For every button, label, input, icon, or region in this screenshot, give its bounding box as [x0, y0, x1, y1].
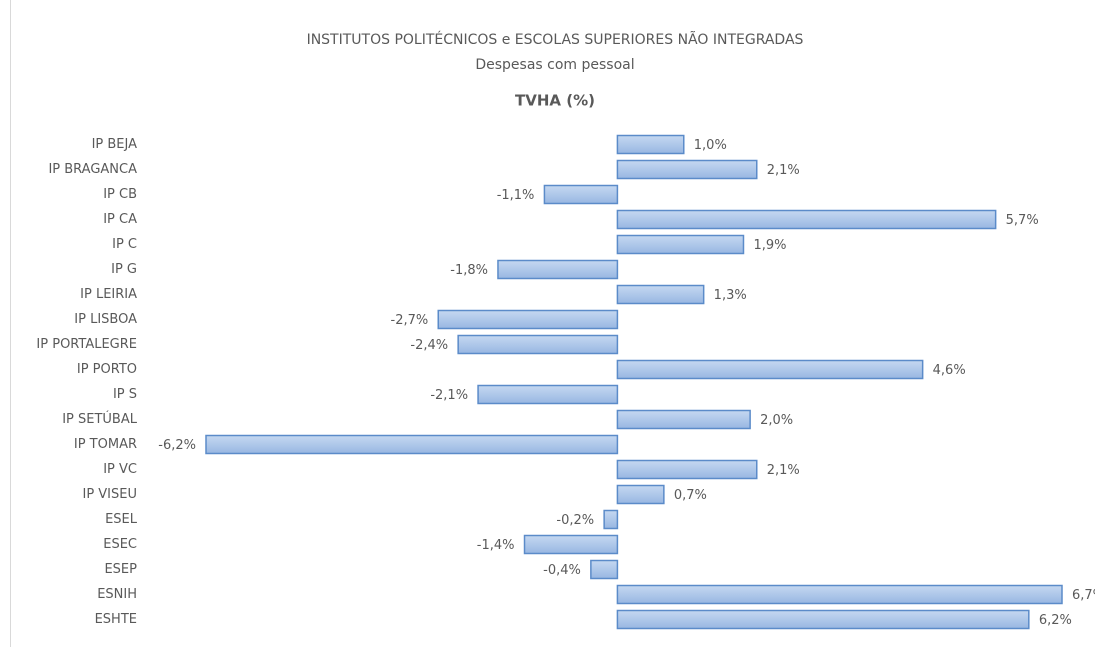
chart-frame [10, 0, 11, 647]
category-label: IP C [112, 237, 137, 252]
value-label: 2,1% [767, 163, 800, 178]
measure-title: TVHA (%) [515, 92, 595, 110]
category-label: IP TOMAR [74, 437, 137, 452]
value-label: -2,4% [410, 338, 448, 353]
value-label: 0,7% [674, 488, 707, 503]
bar [603, 509, 619, 530]
bar [616, 234, 745, 255]
category-label: IP BEJA [92, 137, 138, 152]
value-label: 5,7% [1006, 213, 1039, 228]
value-label: -6,2% [158, 438, 196, 453]
value-label: 1,0% [694, 138, 727, 153]
bar [205, 434, 619, 455]
value-label: 2,0% [760, 413, 793, 428]
bar [616, 609, 1030, 630]
bar [616, 209, 997, 230]
value-label: -1,1% [497, 188, 535, 203]
value-label: 6,7% [1072, 588, 1095, 603]
bar [616, 134, 685, 155]
bar [616, 484, 665, 505]
category-label: IP VISEU [82, 487, 137, 502]
bar [477, 384, 619, 405]
category-label: ESEC [103, 537, 137, 552]
value-label: 6,2% [1039, 613, 1072, 628]
bar [523, 534, 619, 555]
value-label: -2,1% [430, 388, 468, 403]
category-label: ESEL [105, 512, 138, 527]
bar [543, 184, 619, 205]
category-label: IP PORTALEGRE [36, 337, 137, 352]
value-label: -0,4% [543, 563, 581, 578]
category-label: ESHTE [95, 612, 137, 627]
bar [616, 409, 751, 430]
value-label: -2,7% [391, 313, 429, 328]
bar [497, 259, 619, 280]
category-label: IP LEIRIA [80, 287, 137, 302]
category-label: IP G [111, 262, 137, 277]
category-label: ESEP [104, 562, 137, 577]
bar [616, 284, 705, 305]
bar [457, 334, 619, 355]
category-label: IP CB [103, 187, 137, 202]
category-label: IP S [113, 387, 137, 402]
category-label: ESNIH [97, 587, 137, 602]
value-label: -1,4% [477, 538, 515, 553]
value-label: 1,9% [753, 238, 786, 253]
bar [616, 159, 758, 180]
chart-subtitle: Despesas com pessoal [475, 57, 634, 73]
bar [616, 584, 1063, 605]
value-label: -0,2% [556, 513, 594, 528]
value-label: 1,3% [714, 288, 747, 303]
category-label: IP BRAGANCA [48, 162, 137, 177]
bar [590, 559, 619, 580]
bar [616, 359, 924, 380]
category-label: IP CA [103, 212, 137, 227]
category-label: IP SETÚBAL [62, 411, 138, 427]
value-label: -1,8% [450, 263, 488, 278]
category-label: IP PORTO [77, 362, 137, 377]
value-label: 2,1% [767, 463, 800, 478]
category-label: IP LISBOA [74, 312, 137, 327]
bar [437, 309, 619, 330]
chart-title: INSTITUTOS POLITÉCNICOS e ESCOLAS SUPERI… [307, 31, 804, 48]
value-label: 4,6% [933, 363, 966, 378]
bar [616, 459, 758, 480]
category-label: IP VC [103, 462, 137, 477]
